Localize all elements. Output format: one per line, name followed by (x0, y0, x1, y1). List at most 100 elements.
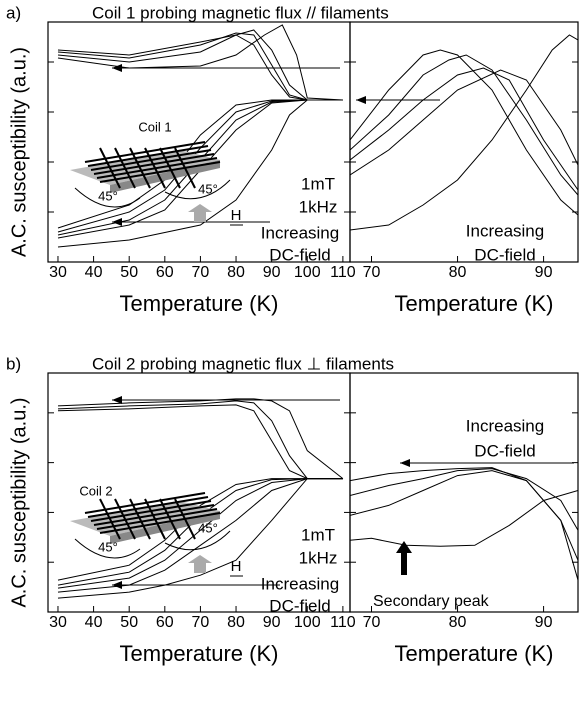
sample-sketch (70, 141, 231, 222)
arrow-head (400, 459, 410, 467)
panel-title: Coil 2 probing magnetic flux ⊥ filaments (92, 354, 394, 373)
arrow-head (112, 396, 122, 404)
arrow-head (112, 581, 122, 589)
x-tick-label: 70 (363, 264, 381, 281)
x-tick-label: 90 (263, 264, 281, 281)
curve (57, 32, 343, 101)
x-axis-title: Temperature (K) (395, 641, 554, 666)
angle-label: 45° (198, 520, 218, 535)
arrow-head (112, 218, 122, 226)
panel-label: b) (6, 354, 21, 373)
curve (57, 24, 343, 101)
trend-label: Increasing (466, 221, 544, 240)
frequency-label: 1kHz (299, 548, 338, 567)
curve (350, 468, 578, 531)
x-tick-label: 70 (192, 614, 210, 631)
x-tick-label: 80 (227, 264, 245, 281)
curve (350, 67, 578, 191)
trend-label: Increasing (466, 416, 544, 435)
filament (96, 508, 218, 530)
x-tick-label: 90 (535, 614, 553, 631)
peak-label: Secondary peak (373, 593, 490, 610)
coil-turn (159, 498, 181, 540)
curve (57, 398, 344, 479)
x-tick-label: 80 (449, 614, 467, 631)
coil-turn (99, 498, 121, 540)
trend-label: Increasing (261, 223, 339, 242)
x-tick-label: 50 (120, 614, 138, 631)
trend-label: DC-field (269, 245, 330, 264)
amplitude-label: 1mT (301, 525, 335, 544)
x-tick-label: 110 (330, 264, 356, 281)
curve (57, 404, 343, 480)
x-tick-label: 60 (156, 264, 174, 281)
curve (350, 69, 578, 176)
frequency-label: 1kHz (299, 197, 338, 216)
arrow-head (112, 64, 122, 72)
curve (57, 34, 343, 101)
filament (99, 161, 221, 183)
x-tick-label: 40 (85, 614, 103, 631)
filament (96, 157, 218, 179)
curve (350, 54, 578, 196)
x-tick-label: 70 (363, 614, 381, 631)
angle-arc (74, 179, 231, 208)
x-tick-label: 110 (330, 614, 356, 631)
x-tick-label: 30 (49, 264, 67, 281)
curve (57, 99, 343, 248)
amplitude-label: 1mT (301, 174, 335, 193)
x-axis-title: Temperature (K) (120, 641, 279, 666)
coil-turn (99, 147, 121, 189)
angle-label: 45° (198, 181, 218, 196)
x-tick-label: 40 (85, 264, 103, 281)
curve (350, 467, 578, 581)
curve (350, 49, 578, 216)
x-tick-label: 100 (294, 264, 321, 281)
plot-frame (349, 21, 579, 263)
coil-turn (174, 498, 196, 540)
curve (350, 490, 578, 547)
coil-turn (129, 498, 151, 540)
coil-label: Coil 1 (138, 119, 171, 134)
trend-label: DC-field (269, 596, 330, 615)
x-tick-label: 100 (294, 614, 321, 631)
angle-arc (74, 530, 231, 559)
field-arrow (188, 204, 212, 222)
coil-turn (159, 147, 181, 189)
curve (57, 29, 343, 101)
trend-label: Increasing (261, 574, 339, 593)
x-tick-label: 30 (49, 614, 67, 631)
panel-title: Coil 1 probing magnetic flux // filament… (92, 3, 389, 22)
x-axis-title: Temperature (K) (120, 291, 279, 316)
trend-label: DC-field (474, 441, 535, 460)
field-label: H (231, 207, 242, 224)
x-axis-title: Temperature (K) (395, 291, 554, 316)
x-tick-label: 50 (120, 264, 138, 281)
curve (350, 34, 578, 231)
panel-label: a) (6, 3, 21, 22)
coil-turn (129, 147, 151, 189)
y-axis-title: A.C. susceptibility (a.u.) (8, 397, 30, 607)
y-axis-title: A.C. susceptibility (a.u.) (8, 47, 30, 257)
curve (57, 478, 343, 581)
x-tick-label: 90 (535, 264, 553, 281)
filament (99, 512, 221, 534)
tape-shadow (110, 511, 220, 544)
sample-sketch (70, 492, 231, 573)
tape-shadow (110, 160, 220, 193)
field-arrow (188, 555, 212, 573)
angle-label: 45° (98, 539, 118, 554)
x-tick-label: 60 (156, 614, 174, 631)
curve (57, 478, 343, 593)
arrow-head (356, 96, 366, 104)
x-tick-label: 70 (192, 264, 210, 281)
trend-label: DC-field (474, 245, 535, 264)
field-label: H (231, 558, 242, 575)
plot-frame (349, 372, 579, 613)
curve (57, 400, 343, 480)
x-tick-label: 80 (449, 264, 467, 281)
coil-label: Coil 2 (79, 483, 112, 498)
peak-arrow (396, 541, 412, 575)
x-tick-label: 80 (227, 614, 245, 631)
